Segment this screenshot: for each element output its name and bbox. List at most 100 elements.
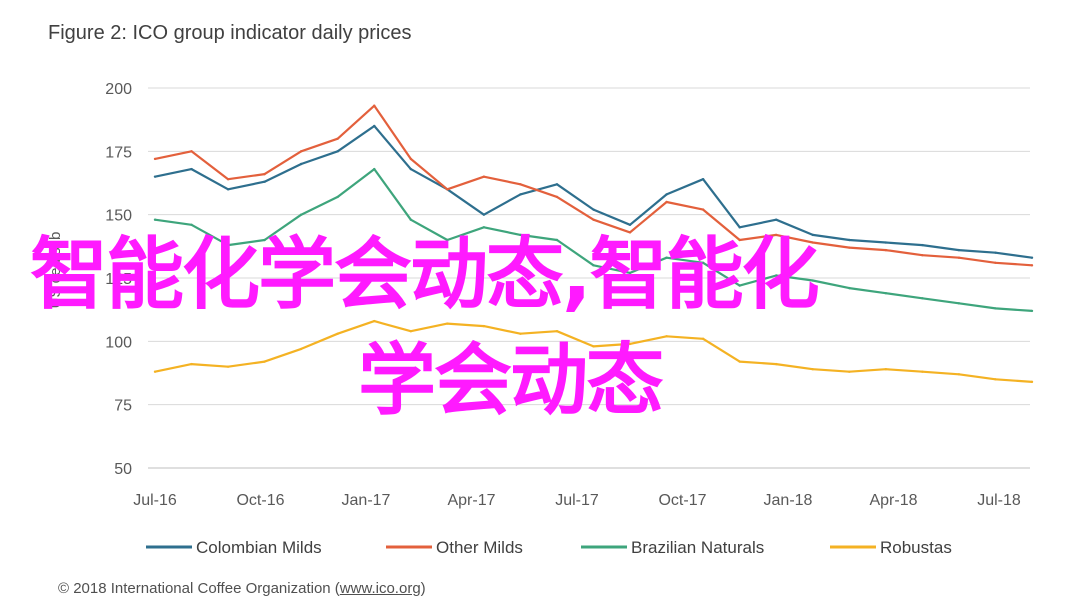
x-tick-label: Oct-16 — [236, 492, 284, 509]
data-point — [409, 218, 412, 221]
ico-website-link[interactable]: www.ico.org — [339, 580, 421, 597]
data-point — [226, 365, 230, 368]
data-point — [226, 178, 230, 181]
data-point — [153, 218, 157, 221]
data-point — [592, 345, 595, 348]
data-point — [555, 238, 559, 242]
y-tick-label: 50 — [114, 461, 132, 478]
x-tick-label: Jan-17 — [342, 492, 391, 509]
x-tick-labels: Jul-16 Oct-16 Jan-17 Apr-17 Jul-17 Oct-17 Jan-… — [133, 492, 1021, 509]
data-point — [701, 208, 705, 211]
data-point — [592, 218, 595, 221]
data-point — [775, 362, 778, 366]
data-point — [153, 157, 157, 161]
data-point — [153, 175, 157, 178]
data-point — [957, 302, 961, 305]
data-point — [336, 195, 339, 199]
x-tick-label: Oct-17 — [658, 492, 706, 509]
data-point — [190, 150, 193, 153]
data-point — [190, 223, 193, 226]
data-point — [592, 208, 595, 211]
legend: Colombian Milds Other Milds Brazilian Natu… — [146, 538, 952, 557]
data-point — [884, 241, 888, 244]
data-point — [446, 238, 449, 242]
data-point — [482, 175, 486, 178]
data-point — [848, 286, 851, 290]
data-point — [994, 261, 997, 264]
x-tick-label: Jan-18 — [764, 492, 813, 509]
series-brazilian-naturals — [153, 167, 1034, 313]
data-point — [373, 104, 376, 107]
y-tick-label: 175 — [105, 144, 132, 161]
y-tick-label: 200 — [105, 81, 132, 98]
data-point — [884, 368, 888, 371]
data-point — [811, 233, 814, 237]
data-point — [446, 188, 449, 191]
y-tick-label: 125 — [105, 271, 132, 288]
data-point — [884, 292, 888, 295]
grid-layer — [148, 87, 1030, 469]
data-point — [994, 307, 997, 310]
data-point — [921, 254, 924, 257]
legend-item: Robustas — [830, 538, 952, 557]
data-point — [701, 178, 705, 181]
data-point — [957, 248, 961, 252]
legend-item: Colombian Milds — [146, 538, 322, 557]
legend-label: Other Milds — [436, 538, 523, 557]
data-point — [299, 162, 303, 166]
data-point — [921, 243, 924, 247]
series-robustas — [153, 319, 1034, 384]
data-point — [665, 200, 668, 204]
data-point — [628, 223, 632, 226]
data-point — [555, 183, 559, 186]
data-point — [775, 274, 778, 277]
data-point — [775, 218, 778, 221]
data-point — [848, 246, 851, 249]
series-layer — [153, 104, 1034, 384]
data-point — [336, 150, 339, 153]
data-point — [482, 226, 486, 229]
data-point — [665, 335, 668, 338]
data-point — [592, 264, 595, 267]
data-point — [263, 172, 266, 176]
data-point — [738, 360, 741, 363]
data-point — [884, 248, 888, 252]
data-point — [446, 322, 449, 325]
data-point — [701, 337, 705, 340]
x-tick-label: Jul-16 — [133, 492, 177, 509]
y-tick-label: 75 — [114, 398, 132, 415]
data-point — [775, 233, 778, 237]
x-tick-label: Apr-18 — [869, 492, 917, 509]
data-point — [226, 188, 230, 191]
y-tick-label: 100 — [105, 334, 132, 351]
data-point — [519, 193, 522, 196]
data-point — [957, 256, 961, 259]
data-point — [555, 330, 559, 333]
data-point — [665, 193, 668, 196]
data-point — [738, 226, 741, 229]
watermark-text-line-2: 学会动态 — [358, 336, 664, 426]
data-point — [628, 271, 632, 275]
data-point — [190, 362, 193, 366]
y-tick-labels: 50 75 100 125 150 175 200 — [105, 81, 132, 478]
y-axis-label: US cents/lb — [47, 232, 64, 309]
data-point — [848, 238, 851, 242]
data-point — [994, 378, 997, 381]
data-point — [628, 231, 632, 234]
x-tick-label: Apr-17 — [447, 492, 495, 509]
data-point — [921, 370, 924, 373]
data-point — [226, 243, 230, 247]
copyright-footer: © 2018 International Coffee Organization… — [58, 580, 426, 597]
data-point — [336, 332, 339, 335]
data-point — [299, 213, 303, 216]
data-point — [519, 233, 522, 237]
data-point — [1030, 309, 1034, 313]
data-point — [373, 167, 376, 171]
data-point — [1030, 380, 1034, 384]
data-point — [263, 238, 266, 242]
legend-label: Brazilian Naturals — [631, 538, 764, 557]
data-point — [811, 241, 814, 244]
legend-item: Other Milds — [386, 538, 523, 557]
data-point — [555, 195, 559, 199]
data-point — [299, 150, 303, 153]
